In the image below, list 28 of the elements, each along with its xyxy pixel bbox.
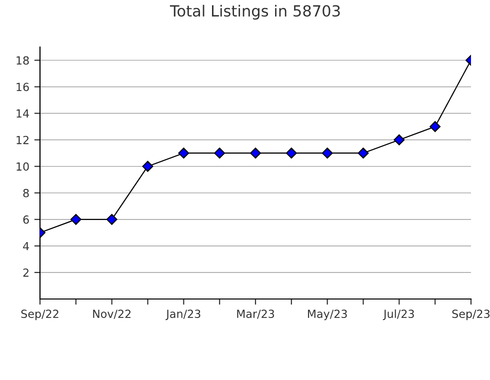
y-tick-label: 14 [16,109,29,118]
y-tick-label: 2 [23,268,28,277]
point [178,148,190,159]
point [322,148,333,159]
x-tick-label: May/23 [308,310,347,320]
x-tick-label: Sep/22 [21,310,58,320]
point [394,134,405,146]
point [106,214,118,225]
point [142,160,154,172]
chart-title: Total Listings in 58703 [170,4,340,20]
y-tick-label: 6 [23,215,29,224]
x-tick-label: Mar/23 [237,310,274,319]
point [214,148,226,159]
point [250,148,261,159]
point [358,148,369,159]
y-tick-label: 10 [16,162,29,171]
y-tick-label: 12 [16,136,28,144]
x-tick-label: Jul/23 [382,309,414,320]
y-tick-label: 4 [23,242,29,250]
x-tick-label: Nov/22 [93,310,131,319]
point [430,121,441,132]
x-tick-label: Sep/23 [452,310,490,320]
point [70,214,82,225]
x-tick-label: Jan/23 [166,310,200,320]
point [286,148,297,159]
y-tick-label: 8 [23,188,29,198]
y-tick-label: 18 [16,56,29,65]
y-tick-label: 16 [16,82,29,92]
